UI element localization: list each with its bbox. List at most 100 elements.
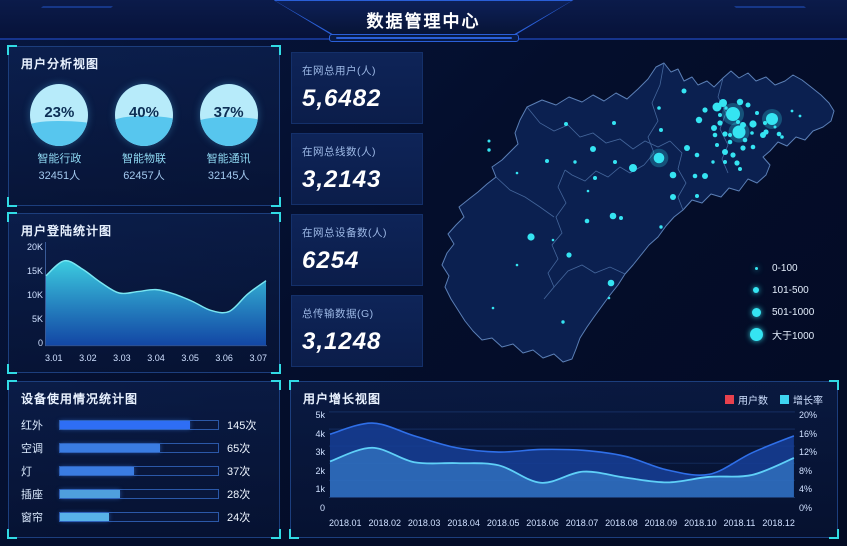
x-tick: 3.05 (181, 353, 199, 363)
x-axis-labels: 2018.01 2018.02 2018.03 2018.04 2018.05 … (329, 518, 795, 531)
login-area-chart: 20K 15K 10K 5K 0 3.01 3.02 3.03 3.04 3.0… (19, 242, 269, 366)
legend-label: 增长率 (793, 396, 823, 407)
panel-title: 用户增长视图 (303, 392, 382, 406)
title-underline-decoration (328, 34, 519, 42)
panel-title: 用户分析视图 (21, 57, 100, 71)
legend-row: 大于1000 (748, 323, 814, 345)
stat-card-total-users: 在网总用户(人) 5,6482 (291, 52, 423, 124)
legend-swatch (780, 395, 789, 404)
corner-bracket (7, 45, 17, 55)
legend-dot-box (748, 266, 764, 270)
x-tick: 3.01 (45, 353, 63, 363)
y-tick: 16% (799, 428, 818, 439)
x-tick: 2018.03 (407, 518, 441, 528)
stat-card-total-devices: 在网总设备数(人) 6254 (291, 214, 423, 286)
legend-dot-box (748, 307, 764, 317)
gauge-label: 智能行政 (37, 153, 82, 165)
y-tick: 0 (37, 338, 43, 348)
corner-bracket (7, 364, 17, 374)
y-tick: 15K (26, 266, 43, 276)
header-left-decoration (17, 6, 113, 32)
stat-label: 总传输数据(G) (302, 308, 374, 320)
scatter-dots (487, 88, 802, 324)
legend-label: 501-1000 (772, 306, 815, 318)
stat-label: 在网总设备数(人) (302, 227, 387, 239)
region-scatter-map: 0-100 101-500 501-1000 大于1000 (430, 45, 847, 375)
right-y-axis-labels: 20% 16% 12% 8% 4% 0% (799, 410, 827, 513)
bar-fill (60, 421, 190, 429)
legend-label: 0-100 (772, 262, 798, 274)
legend-row: 501-1000 (748, 301, 814, 323)
y-tick: 20% (799, 410, 818, 420)
gauge-percent: 37% (213, 103, 244, 121)
title-trapezoid: 数据管理中心 (275, 1, 572, 37)
panel-login-stats: 用户登陆统计图 20K 15K 10K 5K 0 3.01 3.02 3.03 (7, 212, 281, 374)
corner-bracket (289, 529, 299, 539)
bar-category: 灯 (21, 466, 32, 478)
bar-value: 28次 (227, 489, 251, 501)
y-tick: 4% (799, 484, 813, 495)
left-y-axis-labels: 5k 4k 3k 2k 1k 0 (301, 410, 325, 513)
panel-user-growth: 用户增长视图 用户数 增长率 5k 4k 3k 2k 1k 0 20% 16% … (289, 380, 839, 539)
gauge-count: 32145人 (207, 169, 250, 182)
bar-track (59, 489, 219, 499)
corner-bracket (271, 529, 281, 539)
corner-bracket (7, 212, 17, 222)
bar-row: 空调 65次 (21, 442, 265, 455)
legend-label: 用户数 (738, 396, 768, 407)
stat-card-total-data: 总传输数据(G) 3,1248 (291, 295, 423, 367)
y-tick: 1k (315, 484, 325, 495)
gauge-label: 智能通讯 (206, 153, 251, 165)
bar-fill (60, 490, 121, 498)
legend-swatch (725, 395, 734, 404)
bar-row: 插座 28次 (21, 488, 265, 501)
stat-value: 3,1248 (302, 328, 382, 355)
gauge-iot: 40% 智能物联 62457人 (104, 82, 184, 183)
legend-item-growth-rate[interactable]: 增长率 (780, 392, 823, 407)
y-tick: 5k (315, 410, 325, 420)
x-tick: 2018.08 (605, 518, 638, 528)
gauge-water (114, 115, 173, 146)
stat-value: 5,6482 (302, 85, 382, 112)
growth-area-chart: 5k 4k 3k 2k 1k 0 20% 16% 12% 8% 4% 0% (301, 410, 827, 531)
bar-track (59, 443, 219, 453)
stat-card-total-lines: 在网总线数(人) 3,2143 (291, 133, 423, 205)
legend-label: 101-500 (772, 284, 809, 296)
growth-plot (329, 411, 795, 498)
legend-dot-box (748, 327, 764, 341)
gauge-comm: 37% 智能通讯 32145人 (189, 82, 269, 183)
bar-track (59, 466, 219, 476)
x-tick: 3.04 (147, 353, 165, 363)
x-tick: 2018.05 (486, 518, 520, 528)
stat-label: 在网总线数(人) (302, 146, 376, 158)
y-tick: 5K (31, 314, 43, 324)
x-tick: 3.07 (249, 353, 267, 363)
corner-bracket (7, 529, 17, 539)
corner-bracket (289, 380, 299, 390)
growth-legend: 用户数 增长率 (725, 392, 823, 407)
corner-bracket (271, 212, 281, 222)
legend-item-users[interactable]: 用户数 (725, 392, 768, 407)
y-tick: 4k (315, 428, 325, 439)
x-tick: 2018.12 (762, 518, 795, 528)
bar-category: 插座 (21, 489, 43, 501)
gauge-count: 32451人 (38, 169, 81, 182)
y-tick: 0 (319, 502, 325, 513)
corner-bracket (829, 380, 839, 390)
map-legend: 0-100 101-500 501-1000 大于1000 (748, 257, 814, 345)
x-tick: 2018.10 (684, 518, 717, 528)
bar-row: 灯 37次 (21, 465, 265, 478)
region-boundaries (495, 62, 729, 300)
y-tick: 20K (26, 242, 43, 252)
x-tick: 2018.01 (329, 518, 362, 528)
bar-fill (60, 467, 135, 475)
map-svg (441, 62, 835, 363)
corner-bracket (271, 197, 281, 207)
header-right-decoration (734, 6, 830, 32)
gauge-percent: 23% (44, 103, 75, 121)
bar-value: 24次 (227, 512, 251, 524)
x-tick: 3.06 (215, 353, 233, 363)
gauge-count: 62457人 (123, 169, 165, 182)
legend-row: 0-100 (748, 257, 814, 279)
